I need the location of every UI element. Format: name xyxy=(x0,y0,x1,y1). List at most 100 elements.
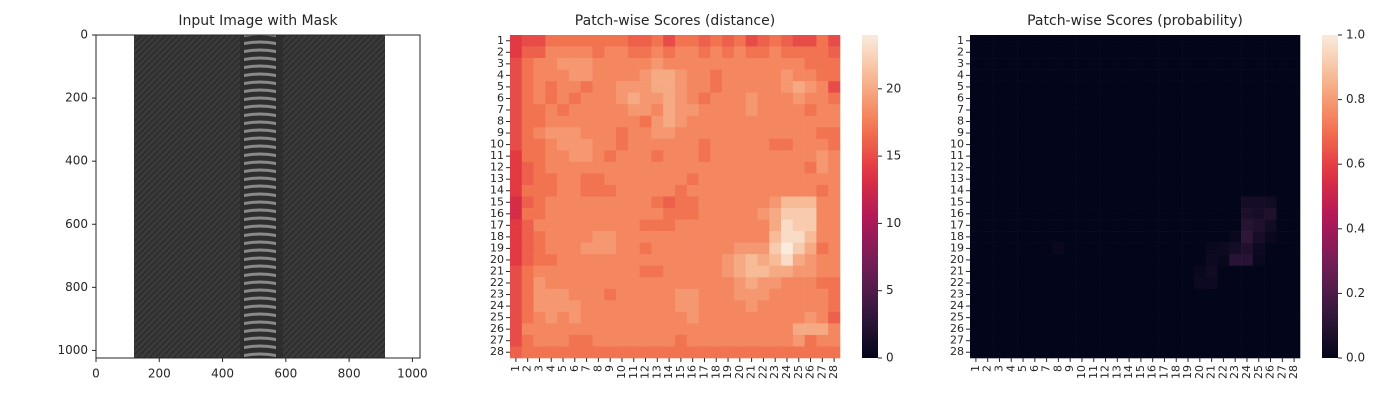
heatmap-cell xyxy=(510,69,523,82)
heatmap-cell xyxy=(733,81,747,93)
heatmap-cell xyxy=(1288,92,1301,105)
x-tick-label: 15 xyxy=(674,365,687,379)
heatmap-cell xyxy=(1182,81,1195,93)
heatmap-cell xyxy=(1087,334,1100,347)
heatmap-cell xyxy=(1123,334,1136,347)
colorbar-tick-label: 0.6 xyxy=(1346,157,1365,171)
heatmap-cell xyxy=(1241,35,1254,47)
heatmap-cell xyxy=(616,92,629,105)
heatmap-cell xyxy=(1052,35,1065,47)
heatmap-cell xyxy=(816,219,829,232)
heatmap-cell xyxy=(722,138,735,151)
heatmap-cell xyxy=(804,173,817,186)
heatmap-cell xyxy=(651,334,664,347)
heatmap-cell xyxy=(804,35,817,47)
heatmap-cell xyxy=(781,196,794,209)
heatmap-cell xyxy=(627,104,640,117)
heatmap-cell xyxy=(993,69,1006,82)
heatmap-cell xyxy=(592,254,605,267)
heatmap-cell xyxy=(1028,173,1042,186)
heatmap-cell xyxy=(1193,58,1207,70)
heatmap-cell xyxy=(1252,58,1265,70)
heatmap-cell xyxy=(1040,184,1053,197)
heatmap-cell xyxy=(722,254,735,267)
heatmap-cell xyxy=(1241,138,1254,151)
heatmap-cell xyxy=(1123,173,1136,186)
heatmap-cell xyxy=(1028,242,1042,255)
heatmap-cell xyxy=(710,127,723,140)
heatmap-cell xyxy=(592,277,605,290)
heatmap-cell xyxy=(781,208,794,220)
heatmap-cell xyxy=(1052,184,1065,197)
x-tick-label: 19 xyxy=(1181,365,1194,379)
heatmap-cell xyxy=(1217,288,1230,301)
heatmap-cell xyxy=(781,115,794,128)
y-tick-label: 25 xyxy=(950,311,964,324)
heatmap-cell xyxy=(1217,173,1230,186)
colorbar-tick-label: 0 xyxy=(886,351,894,365)
heatmap-cell xyxy=(769,138,782,151)
y-tick-label: 1 xyxy=(497,34,504,47)
heatmap-cell xyxy=(521,196,534,209)
heatmap-cell xyxy=(1205,231,1218,243)
heatmap-cell xyxy=(627,35,640,47)
heatmap-cell xyxy=(663,184,676,197)
heatmap-cell xyxy=(604,46,617,59)
heatmap-cell xyxy=(1099,231,1112,243)
heatmap-cell xyxy=(1205,138,1218,151)
heatmap-cell xyxy=(686,346,699,359)
heatmap-cell xyxy=(545,127,558,140)
heatmap-cell xyxy=(686,69,699,82)
heatmap-cell xyxy=(1229,277,1242,290)
heatmap-cell xyxy=(1182,323,1195,336)
heatmap-cell xyxy=(686,150,699,163)
heatmap-cell xyxy=(1064,196,1077,209)
heatmap-cell xyxy=(1182,300,1195,313)
heatmap-cell xyxy=(970,300,983,313)
heatmap-cell xyxy=(1264,173,1277,186)
heatmap-cell xyxy=(1288,58,1301,70)
heatmap-cell xyxy=(722,46,735,59)
image-zipper xyxy=(240,35,283,358)
heatmap-cell xyxy=(1005,35,1018,47)
heatmap-cell xyxy=(1241,311,1254,324)
heatmap-cell xyxy=(970,254,983,267)
heatmap-cell xyxy=(828,46,841,59)
heatmap-cell xyxy=(1276,254,1289,267)
heatmap-cell xyxy=(1217,81,1230,93)
heatmap-cell xyxy=(970,184,983,197)
heatmap-cell xyxy=(769,219,782,232)
heatmap-cell xyxy=(993,150,1006,163)
heatmap-cell xyxy=(733,277,747,290)
heatmap-cell xyxy=(616,196,629,209)
heatmap-cell xyxy=(828,346,841,359)
heatmap-cell xyxy=(1005,300,1018,313)
heatmap-cell xyxy=(675,81,688,93)
heatmap-cell xyxy=(828,58,841,70)
heatmap-cell xyxy=(1123,242,1136,255)
heatmap-cell xyxy=(792,92,805,105)
heatmap-cell xyxy=(510,58,523,70)
heatmap-cell xyxy=(545,138,558,151)
y-tick-label: 22 xyxy=(490,276,504,289)
heatmap-cell xyxy=(1076,69,1089,82)
heatmap-cell xyxy=(686,127,699,140)
heatmap-cell xyxy=(1158,150,1171,163)
heatmap-cell xyxy=(686,265,699,278)
x-tick-label: 6 xyxy=(1028,365,1041,372)
heatmap-cell xyxy=(592,231,605,243)
heatmap-cell xyxy=(993,196,1006,209)
heatmap-cell xyxy=(663,277,676,290)
heatmap-cell xyxy=(745,323,758,336)
heatmap-cell xyxy=(1135,323,1148,336)
heatmap-cell xyxy=(568,265,582,278)
heatmap-cell xyxy=(1170,242,1183,255)
heatmap-cell xyxy=(592,346,605,359)
heatmap-cell xyxy=(604,254,617,267)
heatmap-cell xyxy=(1017,127,1030,140)
heatmap-cell xyxy=(981,92,994,105)
heatmap-cell xyxy=(781,254,794,267)
heatmap-cell xyxy=(1264,115,1277,128)
heatmap-cell xyxy=(757,184,770,197)
y-tick-label: 28 xyxy=(950,345,964,358)
